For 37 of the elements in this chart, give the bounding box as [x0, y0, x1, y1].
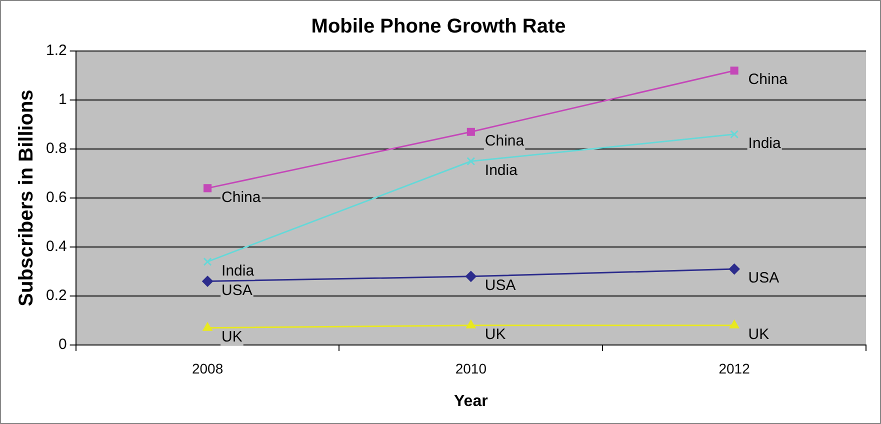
- y-tick-label: 0: [58, 336, 67, 354]
- text: India: [748, 134, 781, 152]
- point: [729, 320, 740, 328]
- text: India: [222, 262, 254, 280]
- x-tick-label: 2010: [455, 360, 487, 376]
- series-label: China: [222, 188, 262, 206]
- x-tick-label: 2008: [192, 360, 224, 376]
- text: USA: [748, 270, 780, 287]
- y-axis-title: Subscribers in Billions: [16, 90, 38, 306]
- point: [730, 130, 739, 139]
- text: UK: [748, 326, 770, 344]
- point: [728, 264, 740, 275]
- point: [466, 128, 475, 136]
- point: [730, 66, 738, 75]
- chart-title: Mobile Phone Growth Rate: [311, 16, 566, 38]
- point: [466, 320, 476, 328]
- x-axis-title: Year: [454, 392, 488, 410]
- y-tick-label: 1.2: [46, 42, 67, 60]
- y-tick-label: 0.2: [46, 287, 67, 304]
- y-tick-label: 0.4: [46, 238, 67, 256]
- series-label: UK: [484, 326, 506, 344]
- text: USA: [484, 277, 516, 294]
- point: [466, 156, 476, 166]
- series-label: India: [484, 162, 518, 179]
- text: China: [484, 132, 524, 150]
- series-label: USA: [222, 282, 252, 299]
- point: [204, 184, 212, 192]
- y-tick-label: 0.8: [46, 140, 67, 158]
- point: [202, 276, 214, 287]
- y-tick-label: 0.6: [46, 189, 67, 206]
- x-tick-label: 2012: [718, 360, 750, 376]
- text: UK: [222, 328, 242, 346]
- y-tick-label: 1: [58, 91, 67, 108]
- point: [202, 322, 212, 331]
- point: [203, 257, 212, 266]
- point: [465, 270, 476, 282]
- text: China: [748, 71, 788, 88]
